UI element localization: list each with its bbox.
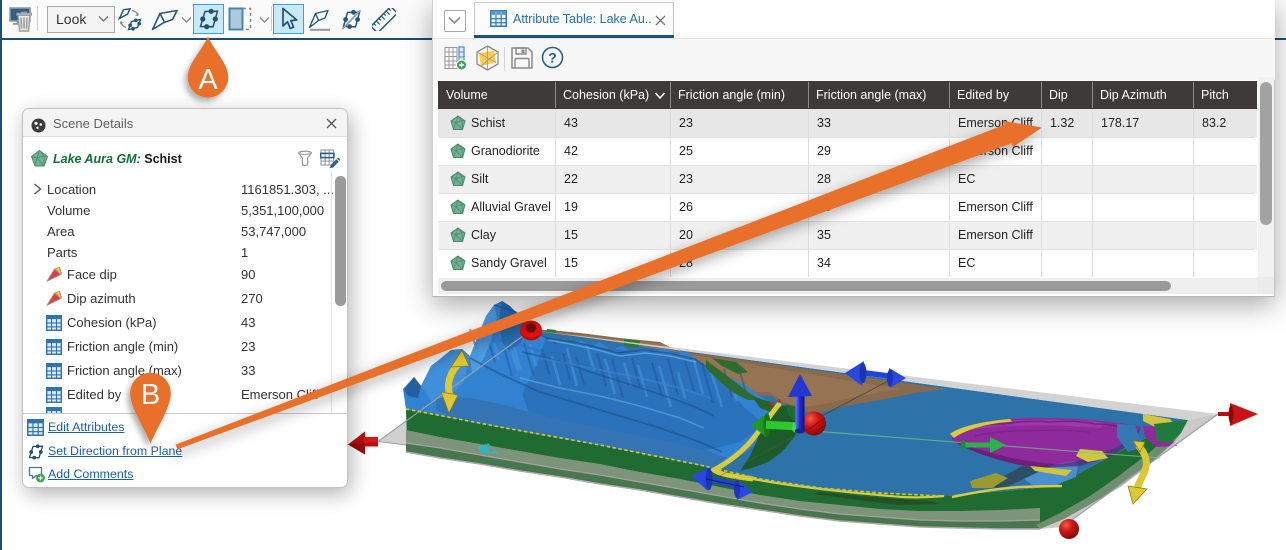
svg-text:?: ? bbox=[548, 49, 557, 65]
